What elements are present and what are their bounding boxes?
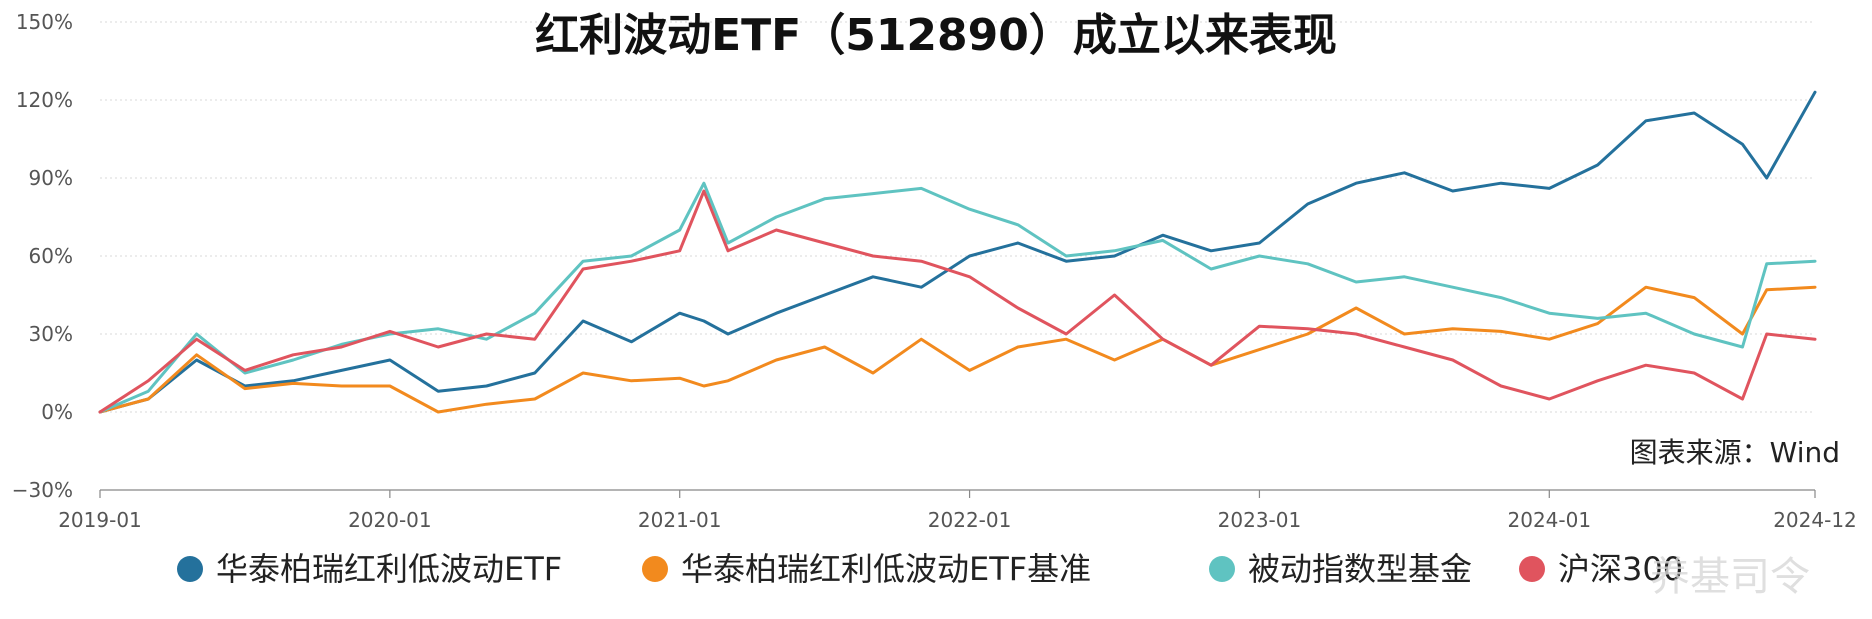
y-tick-label: 0%: [41, 400, 73, 424]
y-tick-label: 30%: [29, 322, 73, 346]
axis-layer: −30% 0% 30% 60% 90% 120% 150% 2019-01 2020-01 202…: [12, 10, 1857, 532]
chart-source: 图表来源：Wind: [1630, 436, 1840, 469]
x-tick-label: 2023-01: [1218, 508, 1302, 532]
y-tick-label: −30%: [12, 478, 73, 502]
x-tick-label: 2024-01: [1508, 508, 1592, 532]
chart-title: 红利波动ETF（512890）成立以来表现: [535, 10, 1337, 61]
legend-marker-4: [1519, 556, 1545, 582]
grid-layer: [100, 21, 1815, 413]
x-tick-label: 2022-01: [928, 508, 1012, 532]
y-tick-label: 60%: [29, 244, 73, 268]
y-tick-label: 150%: [16, 10, 73, 34]
x-tick-label: 2024-12: [1773, 508, 1857, 532]
legend-label-3: 被动指数型基金: [1248, 550, 1472, 588]
legend-label-2: 华泰柏瑞红利低波动ETF基准: [681, 550, 1091, 588]
legend-label-1: 华泰柏瑞红利低波动ETF: [216, 550, 562, 588]
x-tick-label: 2021-01: [638, 508, 722, 532]
y-tick-label: 120%: [16, 88, 73, 112]
series-layer: [98, 90, 1817, 414]
legend-marker-3: [1209, 556, 1235, 582]
watermark: 养基司令: [1650, 554, 1810, 600]
x-tick-label: 2019-01: [58, 508, 142, 532]
legend-marker-1: [177, 556, 203, 582]
legend-marker-2: [642, 556, 668, 582]
series-line-2: [98, 285, 1817, 414]
x-tick-label: 2020-01: [348, 508, 432, 532]
series-line-4: [98, 189, 1817, 414]
series-line-3: [98, 181, 1817, 414]
legend-label-4: 沪深300: [1558, 550, 1683, 588]
y-tick-label: 90%: [29, 166, 73, 190]
series-line-1: [98, 90, 1817, 414]
legend: 华泰柏瑞红利低波动ETF 华泰柏瑞红利低波动ETF基准 被动指数型基金 沪深300: [177, 550, 1683, 588]
